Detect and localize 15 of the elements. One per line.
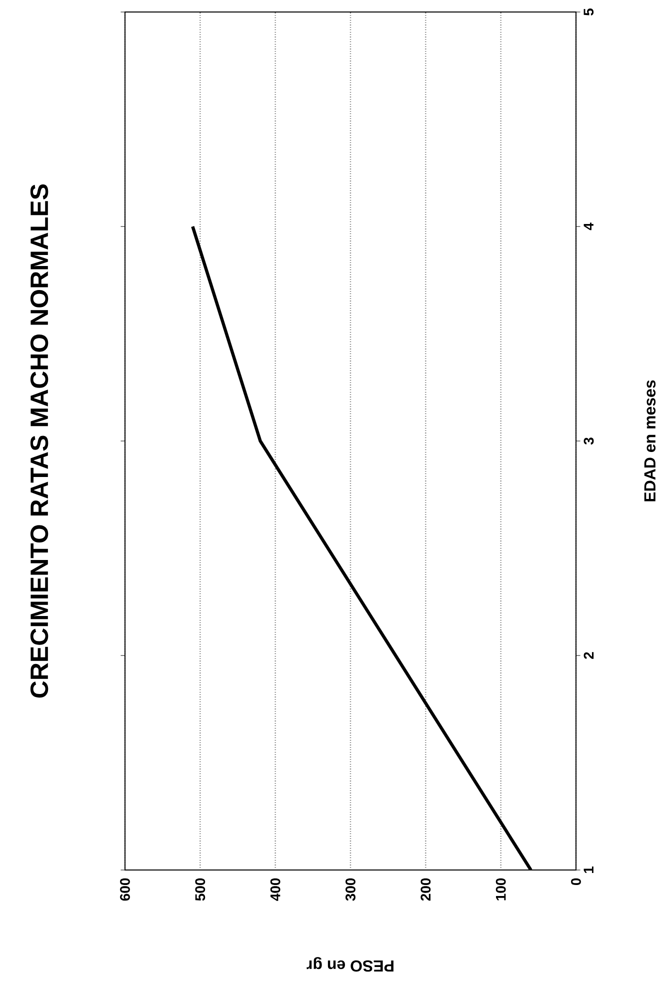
x-tick-label: 0 xyxy=(571,878,581,886)
x-tick-label: 500 xyxy=(195,878,206,901)
x-axis-title: PESO en gr xyxy=(306,957,394,972)
x-tick-label: 600 xyxy=(120,878,130,901)
y-tick-label: 4 xyxy=(584,222,594,230)
x-tick-label: 100 xyxy=(496,878,506,900)
x-tick-label: 400 xyxy=(270,878,280,901)
y-tick-label: 3 xyxy=(584,438,594,445)
y-tick-label: 5 xyxy=(584,8,594,16)
text: CRECIMIENTO RATAS MACHO NORMALES xyxy=(30,184,48,698)
y-tick-label: 2 xyxy=(584,652,594,659)
x-tick-label: 200 xyxy=(420,878,431,901)
y-tick-label: 1 xyxy=(584,866,594,874)
y-axis-title: EDAD en meses xyxy=(644,380,656,502)
x-tick-label: 300 xyxy=(346,878,356,901)
